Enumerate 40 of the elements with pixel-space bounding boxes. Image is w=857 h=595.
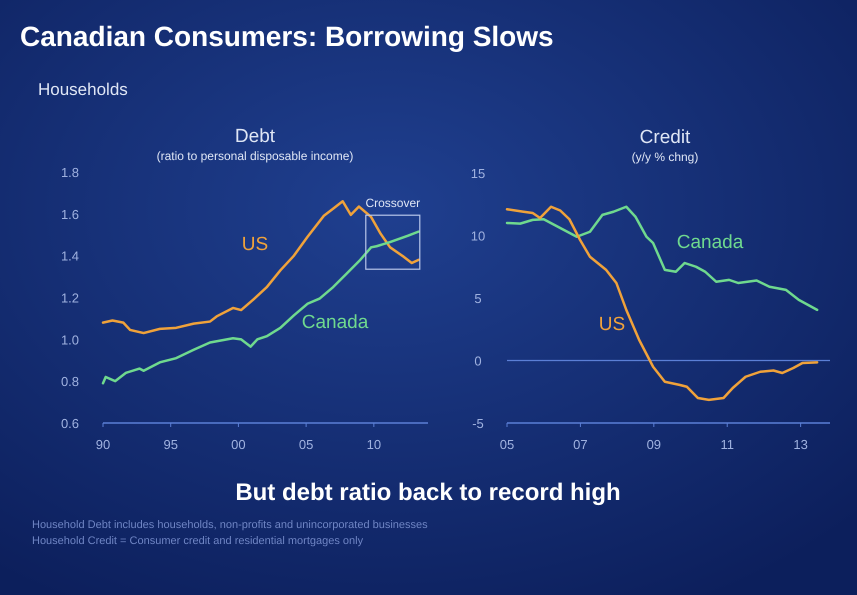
series-label: Canada (302, 312, 369, 333)
line-series (102, 230, 420, 385)
y-tick-label: 1.2 (60, 290, 80, 306)
y-tick-label: 1.4 (60, 248, 80, 264)
y-tick-label: 0.6 (60, 416, 80, 431)
x-tick-label: 00 (231, 437, 246, 452)
x-tick-label: 90 (96, 437, 110, 452)
x-tick-label: 11 (720, 437, 734, 452)
x-tick-label: 05 (500, 437, 514, 452)
chart-subtitle: (ratio to personal disposable income) (156, 149, 354, 163)
y-tick-label: 0 (474, 354, 482, 368)
line-series (506, 206, 818, 402)
chart-title: Debt (234, 126, 276, 147)
x-tick-label: 05 (298, 437, 314, 452)
y-tick-label: 5 (474, 291, 482, 306)
line-series (506, 206, 818, 312)
text: Household Debt includes households, non-profits and unincorporated businesses (32, 519, 428, 531)
series-label: Canada (676, 232, 744, 253)
text: But debt ratio back to record high (235, 479, 621, 506)
x-tick-label: 09 (646, 437, 662, 452)
line-series (102, 200, 420, 334)
y-tick-label: 10 (470, 228, 486, 244)
x-tick-label: 13 (793, 437, 808, 452)
chart-title: Credit (640, 127, 692, 148)
y-tick-label: 15 (470, 166, 486, 181)
x-tick-label: 10 (366, 437, 382, 452)
y-tick-label: 1.0 (60, 332, 80, 348)
y-tick-label: 1.8 (60, 165, 80, 180)
text: Households (38, 80, 128, 99)
x-tick-label: 07 (573, 437, 588, 452)
text: Canadian Consumers: Borrowing Slows (20, 21, 554, 52)
annotation: Crossover (365, 196, 420, 210)
series-label: US (242, 234, 268, 255)
chart-subtitle: (y/y % chng) (632, 150, 698, 164)
series-label: US (598, 314, 626, 335)
y-tick-label: 0.8 (60, 374, 80, 390)
y-tick-label: -5 (472, 416, 484, 431)
x-tick-label: 95 (163, 437, 178, 452)
y-tick-label: 1.6 (60, 206, 80, 222)
text: Household Credit = Consumer credit and residential mortgages only (32, 535, 364, 547)
